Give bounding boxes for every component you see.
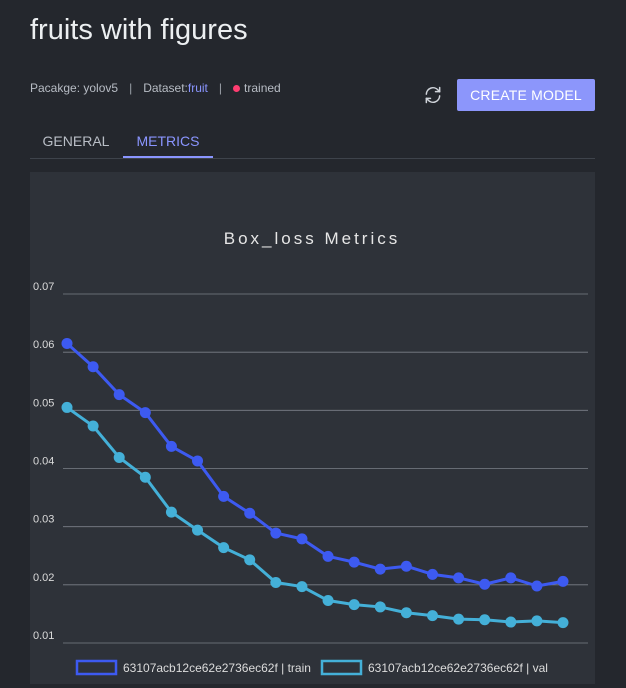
data-point[interactable] bbox=[61, 337, 73, 349]
data-point[interactable] bbox=[348, 556, 360, 568]
data-point[interactable] bbox=[244, 507, 256, 519]
legend-label[interactable]: 63107acb12ce62e2736ec62f | train bbox=[123, 661, 311, 675]
legend-label[interactable]: 63107acb12ce62e2736ec62f | val bbox=[368, 661, 548, 675]
data-point[interactable] bbox=[322, 595, 334, 607]
y-tick-label: 0.02 bbox=[33, 572, 54, 584]
data-point[interactable] bbox=[426, 568, 438, 580]
data-point[interactable] bbox=[61, 401, 73, 413]
y-tick-label: 0.04 bbox=[33, 456, 54, 468]
page-title: fruits with figures bbox=[30, 14, 248, 46]
package-label: Pacakge: yolov5 bbox=[30, 81, 119, 95]
data-point[interactable] bbox=[192, 455, 204, 467]
tab-general[interactable]: GENERAL bbox=[42, 133, 110, 149]
series-line-train bbox=[66, 342, 564, 588]
chart-title: Box_loss Metrics bbox=[224, 229, 400, 248]
data-point[interactable] bbox=[139, 471, 151, 483]
data-point[interactable] bbox=[400, 607, 412, 619]
series-line-val bbox=[66, 406, 564, 625]
data-point[interactable] bbox=[426, 610, 438, 622]
data-point[interactable] bbox=[479, 614, 491, 626]
dataset-label: Dataset: bbox=[143, 81, 188, 95]
data-point[interactable] bbox=[218, 542, 230, 554]
data-point[interactable] bbox=[113, 451, 125, 463]
data-point[interactable] bbox=[139, 407, 151, 419]
data-point[interactable] bbox=[270, 577, 282, 589]
data-point[interactable] bbox=[400, 560, 412, 572]
data-point[interactable] bbox=[374, 563, 386, 575]
data-point[interactable] bbox=[218, 490, 230, 502]
legend-swatch[interactable] bbox=[75, 659, 118, 676]
data-point[interactable] bbox=[165, 506, 177, 518]
tab-bar: GENERAL METRICS bbox=[30, 124, 595, 159]
data-point[interactable] bbox=[192, 524, 204, 536]
dataset-link[interactable]: fruit bbox=[187, 81, 208, 95]
meta-separator: | bbox=[218, 81, 223, 95]
data-point[interactable] bbox=[296, 581, 308, 593]
y-tick-label: 0.07 bbox=[33, 281, 54, 293]
data-point[interactable] bbox=[270, 527, 282, 539]
box-loss-chart: Box_loss Metrics 0.07 0.06 0.05 0.04 0.03 0.0… bbox=[33, 229, 588, 676]
data-point[interactable] bbox=[87, 420, 99, 432]
data-point[interactable] bbox=[557, 575, 569, 587]
data-point[interactable] bbox=[531, 615, 543, 627]
data-point[interactable] bbox=[244, 554, 256, 566]
data-point[interactable] bbox=[113, 389, 125, 401]
data-point[interactable] bbox=[505, 572, 517, 584]
y-tick-label: 0.06 bbox=[33, 339, 54, 351]
data-point[interactable] bbox=[87, 361, 99, 373]
create-model-button[interactable]: CREATE MODEL bbox=[457, 79, 595, 111]
y-tick-label: 0.01 bbox=[33, 630, 54, 642]
y-tick-label: 0.05 bbox=[33, 397, 54, 409]
refresh-button[interactable] bbox=[423, 85, 443, 105]
data-point[interactable] bbox=[479, 578, 491, 590]
meta-separator: | bbox=[129, 81, 133, 95]
status-dot bbox=[233, 84, 241, 92]
data-point[interactable] bbox=[531, 580, 543, 592]
data-point[interactable] bbox=[453, 613, 465, 625]
refresh-icon bbox=[425, 86, 441, 104]
metrics-panel: Box_loss Metrics 0.07 0.06 0.05 0.04 0.03 0.0… bbox=[30, 172, 595, 684]
data-point[interactable] bbox=[296, 533, 308, 545]
data-point[interactable] bbox=[453, 572, 465, 584]
data-point[interactable] bbox=[165, 440, 177, 452]
tab-metrics[interactable]: METRICS bbox=[123, 124, 213, 158]
data-point[interactable] bbox=[557, 617, 569, 629]
status-badge: trained bbox=[244, 81, 281, 95]
model-meta: Pacakge: yolov5 | Dataset: fruit | train… bbox=[30, 81, 281, 95]
y-tick-label: 0.03 bbox=[33, 514, 54, 526]
legend-swatch[interactable] bbox=[320, 659, 363, 676]
data-point[interactable] bbox=[348, 599, 360, 611]
data-point[interactable] bbox=[505, 616, 517, 628]
data-point[interactable] bbox=[322, 550, 334, 562]
data-point[interactable] bbox=[374, 601, 386, 613]
